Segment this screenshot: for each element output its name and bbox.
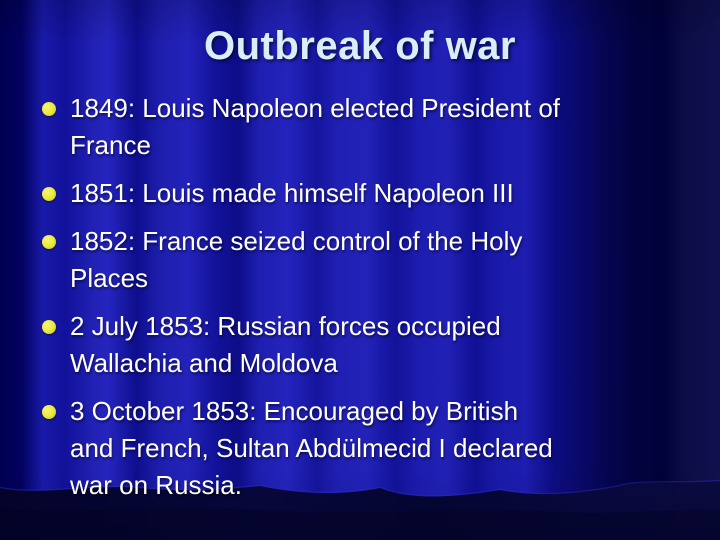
hem-secondary-wave [0, 508, 720, 540]
bullet-item: 1849: Louis Napoleon elected President o… [42, 90, 692, 164]
hem-dark-area [0, 481, 720, 540]
bullet-list: 1849: Louis Napoleon elected President o… [42, 90, 692, 515]
bullet-text: 1849: Louis Napoleon elected President o… [70, 93, 561, 160]
bullet-item: 3 October 1853: Encouraged by British an… [42, 393, 692, 504]
bullet-circle-icon [42, 320, 56, 334]
bullet-circle-icon [42, 187, 56, 201]
bullet-text: 3 October 1853: Encouraged by British an… [70, 396, 553, 500]
bullet-circle-icon [42, 405, 56, 419]
bullet-circle-icon [42, 102, 56, 116]
bullet-circle-icon [42, 235, 56, 249]
bullet-text: 1851: Louis made himself Napoleon III [70, 178, 514, 208]
curtain-bottom-wave [0, 479, 720, 540]
bullet-text: 2 July 1853: Russian forces occupied Wal… [70, 311, 501, 378]
bullet-item: 1851: Louis made himself Napoleon III [42, 175, 692, 212]
bullet-item: 1852: France seized control of the Holy … [42, 223, 692, 297]
bullet-text: 1852: France seized control of the Holy … [70, 226, 523, 293]
slide-title: Outbreak of war [203, 24, 516, 68]
bullet-item: 2 July 1853: Russian forces occupied Wal… [42, 308, 692, 382]
